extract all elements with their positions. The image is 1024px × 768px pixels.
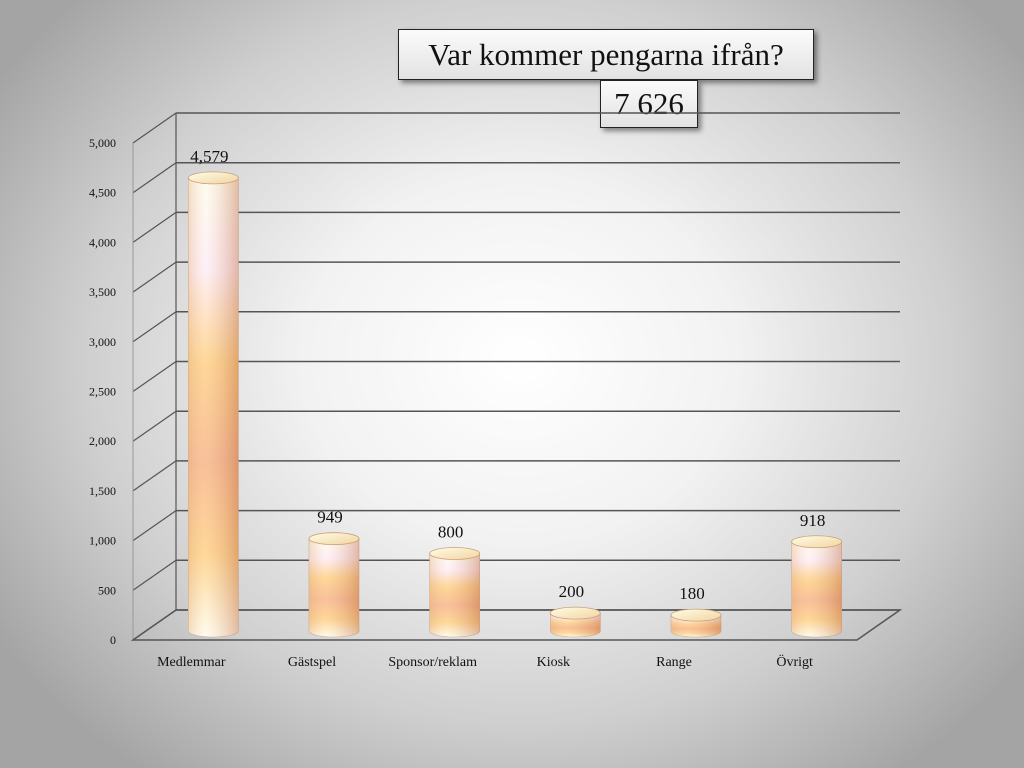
x-category-label: Kiosk <box>537 655 570 670</box>
y-tick-label: 2,500 <box>89 385 116 399</box>
y-tick-label: 500 <box>98 583 116 597</box>
x-category-label: Övrigt <box>776 653 813 670</box>
bar <box>308 532 360 638</box>
bar <box>670 608 722 638</box>
bar <box>791 535 843 638</box>
y-tick-label: 2,000 <box>89 434 116 448</box>
gridline-depth <box>132 510 177 542</box>
bar-top <box>549 606 601 620</box>
gridline-depth <box>132 211 177 243</box>
y-tick-label: 3,500 <box>89 285 116 299</box>
bar <box>429 547 481 638</box>
chart-title: Var kommer pengarna ifrån? <box>398 29 814 80</box>
gridline-depth <box>132 410 177 442</box>
bar-top <box>670 608 722 622</box>
bar-shade <box>429 553 480 637</box>
bar-top <box>791 535 843 549</box>
y-tick-label: 0 <box>110 633 116 647</box>
gridline-depth <box>132 162 177 194</box>
bar <box>187 171 239 638</box>
gridline-depth <box>132 112 177 144</box>
bar-shade <box>309 538 359 637</box>
data-label: 180 <box>679 584 705 603</box>
bar-top <box>187 171 239 185</box>
bar-top <box>429 547 481 560</box>
gridline-depth <box>132 311 177 343</box>
data-label: 800 <box>438 522 464 541</box>
y-tick-label: 1,000 <box>89 534 116 548</box>
data-label: 918 <box>800 511 826 530</box>
total-amount: 7 626 <box>600 80 698 128</box>
floor <box>130 609 903 641</box>
data-label: 200 <box>559 582 585 601</box>
gridline-depth <box>132 261 177 293</box>
x-category-label: Sponsor/reklam <box>388 655 477 670</box>
data-label: 4,579 <box>190 147 228 166</box>
y-tick-label: 3,000 <box>89 335 116 349</box>
gridline-depth <box>132 559 177 591</box>
bar-shade <box>550 613 601 637</box>
bar-top <box>308 532 360 546</box>
data-label: 949 <box>317 508 343 527</box>
x-category-label: Gästspel <box>288 655 336 670</box>
bar-shade <box>791 541 842 637</box>
y-tick-label: 5,000 <box>89 136 116 150</box>
bar-shade <box>188 177 239 637</box>
y-tick-label: 4,000 <box>89 235 116 249</box>
bar <box>549 606 601 638</box>
gridline-depth <box>132 460 177 492</box>
x-category-label: Range <box>656 655 692 670</box>
y-tick-label: 1,500 <box>89 484 116 498</box>
x-category-label: Medlemmar <box>157 655 226 670</box>
gridline-depth <box>132 361 177 392</box>
y-tick-label: 4,500 <box>89 186 116 200</box>
